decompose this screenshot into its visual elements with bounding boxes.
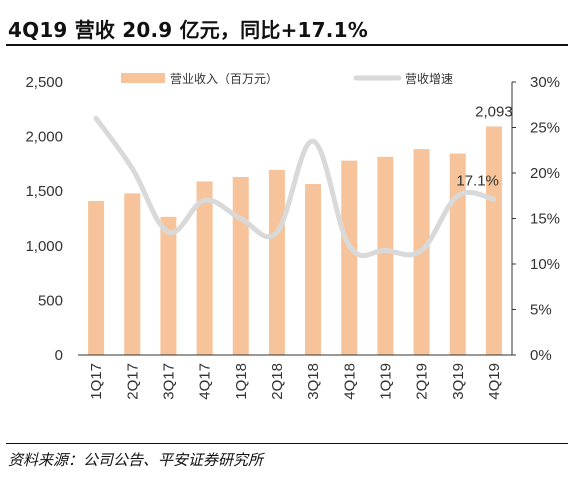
y-right-tick-label: 0% [530, 347, 552, 364]
y-right-tick-label: 20% [530, 165, 560, 182]
bar-3Q17 [160, 216, 177, 355]
bar-4Q18 [341, 160, 358, 355]
x-tick-label-3Q19: 3Q19 [450, 363, 467, 400]
y-right-tick-label: 30% [530, 74, 560, 91]
bar-1Q18 [232, 177, 249, 355]
x-tick-label-1Q19: 1Q19 [377, 363, 394, 400]
bar-2Q18 [268, 169, 285, 355]
bar-4Q17 [196, 181, 213, 355]
x-tick-label-2Q18: 2Q18 [269, 363, 286, 400]
y-left-tick-label: 500 [38, 292, 63, 309]
x-tick-label-1Q17: 1Q17 [88, 363, 105, 400]
title-rule [6, 44, 568, 46]
bar-3Q18 [305, 184, 322, 355]
x-tick-label-3Q17: 3Q17 [160, 363, 177, 400]
bar-4Q19 [485, 126, 502, 355]
y-right-tick-label: 25% [530, 120, 560, 137]
x-tick-label-1Q18: 1Q18 [233, 363, 250, 400]
x-tick-label-4Q18: 4Q18 [341, 363, 358, 400]
y-right-tick-label: 15% [530, 211, 560, 228]
legend-line-label: 营收增速 [405, 72, 453, 86]
bar-1Q17 [88, 201, 105, 355]
legend-bar-label: 营业收入（百万元） [170, 72, 278, 86]
legend-bar-swatch [121, 73, 165, 83]
y-right-tick-label: 5% [530, 302, 552, 319]
chart-title: 4Q19 营收 20.9 亿元，同比+17.1% [8, 18, 368, 42]
x-tick-label-4Q19: 4Q19 [486, 363, 503, 400]
source-rule [6, 443, 568, 444]
bar-2Q17 [124, 193, 141, 355]
x-tick-label-2Q19: 2Q19 [414, 363, 431, 400]
y-right-tick-label: 10% [530, 256, 560, 273]
y-left-tick-label: 2,000 [25, 129, 63, 146]
growth-rate-line [93, 115, 497, 259]
annotation-line-value: 17.1% [456, 172, 499, 189]
bar-3Q19 [449, 153, 466, 355]
y-left-tick-label: 2,500 [25, 74, 63, 91]
x-tick-label-4Q17: 4Q17 [197, 363, 214, 400]
chart: 0 500 1,000 1,500 2,000 2,500 0% 5% 10% 15% 20% 25%… [25, 72, 560, 400]
annotation-bar-value: 2,093 [475, 103, 513, 120]
source-note: 资料来源：公司公告、平安证券研究所 [8, 451, 264, 469]
x-tick-label-2Q17: 2Q17 [124, 363, 141, 400]
y-left-tick-label: 1,500 [25, 183, 63, 200]
x-tick-label-3Q18: 3Q18 [305, 363, 322, 400]
bar-1Q19 [377, 156, 394, 355]
y-left-tick-label: 1,000 [25, 238, 63, 255]
y-left-tick-label: 0 [55, 347, 63, 364]
